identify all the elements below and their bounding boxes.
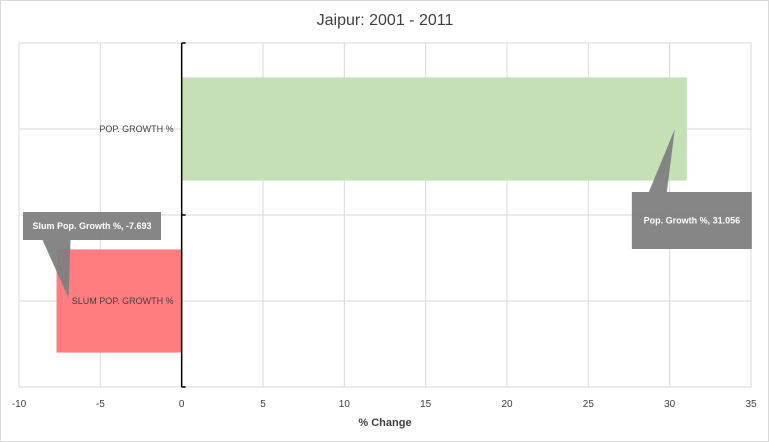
x-tick-label: -10 (12, 399, 27, 410)
chart-title: Jaipur: 2001 - 2011 (317, 12, 454, 29)
x-axis-title: % Change (358, 417, 411, 429)
data-label-callout: Slum Pop. Growth %, -7.693 (23, 212, 161, 298)
category-label: SLUM POP. GROWTH % (72, 296, 174, 306)
x-tick-label: 10 (339, 399, 351, 410)
bar (56, 249, 182, 353)
x-tick-label: -5 (96, 399, 105, 410)
axes (180, 42, 186, 388)
bars (56, 77, 687, 353)
x-tick-label: 0 (179, 399, 185, 410)
x-tick-label: 30 (664, 399, 676, 410)
callouts: Pop. Growth %, 31.056 Slum Pop. Growth %,… (23, 129, 752, 298)
data-label-callout: Pop. Growth %, 31.056 (631, 129, 752, 249)
x-tick-label: 5 (260, 399, 266, 410)
x-tick-label: 15 (420, 399, 432, 410)
callout-box (23, 212, 161, 240)
data-label: Pop. Growth %, 31.056 (644, 216, 741, 226)
data-label: Slum Pop. Growth %, -7.693 (32, 221, 151, 231)
bar (181, 77, 687, 181)
x-tick-label: 20 (501, 399, 513, 410)
callout-pointer (648, 129, 675, 192)
x-tick-label: 25 (583, 399, 595, 410)
callout-pointer (42, 240, 71, 298)
callout-box (631, 192, 752, 249)
x-tick-label: 35 (745, 399, 757, 410)
category-label: POP. GROWTH % (99, 124, 173, 134)
labels: -10 -5 0 5 10 15 20 25 30 35 POP. GROWTH % SLUM POP… (12, 124, 757, 410)
